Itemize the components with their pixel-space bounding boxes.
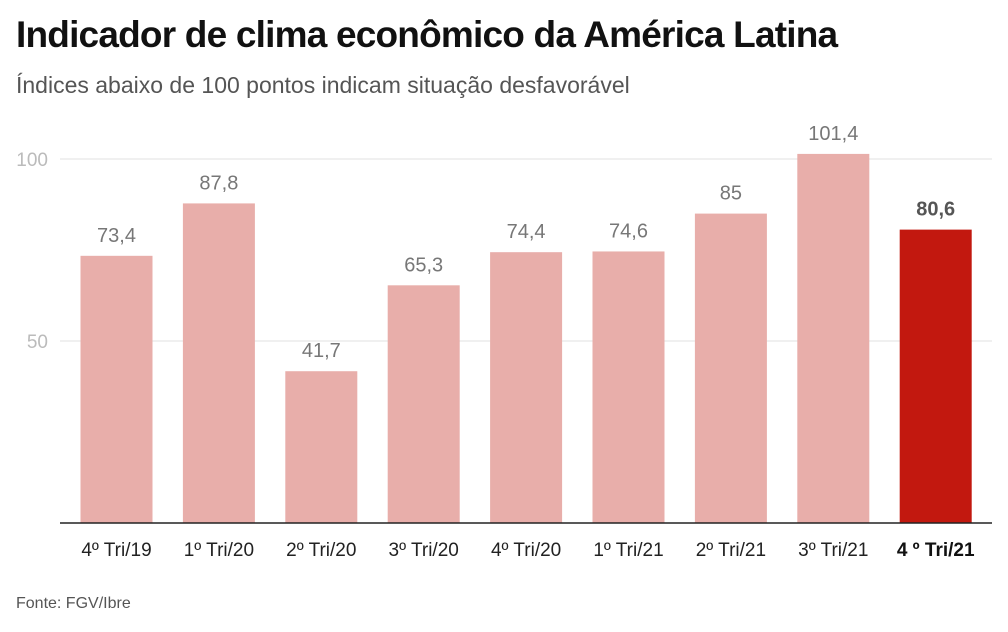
category-label-8: 4 º Tri/21 — [897, 540, 975, 561]
category-label-0: 4º Tri/19 — [81, 540, 151, 561]
chart-title: Indicador de clima econômico da América … — [16, 14, 838, 55]
bar-4 — [490, 252, 563, 523]
value-label-2: 41,7 — [302, 340, 341, 362]
value-label-4: 74,4 — [507, 221, 546, 243]
category-label-6: 2º Tri/21 — [696, 540, 766, 561]
y-tick-label-50: 50 — [27, 332, 48, 353]
bar-5 — [592, 251, 665, 523]
value-label-8: 80,6 — [916, 199, 955, 221]
bar-1 — [182, 203, 255, 523]
value-label-1: 87,8 — [199, 172, 238, 194]
value-label-6: 85 — [720, 183, 742, 205]
value-label-3: 65,3 — [404, 254, 443, 276]
bar-3 — [387, 285, 460, 523]
value-label-0: 73,4 — [97, 225, 136, 247]
category-label-1: 1º Tri/20 — [184, 540, 254, 561]
y-tick-label-100: 100 — [16, 150, 48, 171]
bar-7 — [797, 153, 870, 524]
category-label-4: 4º Tri/20 — [491, 540, 561, 561]
bar-0 — [80, 255, 153, 523]
value-label-7: 101,4 — [808, 123, 858, 145]
value-label-5: 74,6 — [609, 220, 648, 242]
chart-subtitle: Índices abaixo de 100 pontos indicam sit… — [16, 72, 630, 98]
bar-2 — [285, 371, 358, 523]
source-note: Fonte: FGV/Ibre — [16, 595, 131, 612]
category-label-3: 3º Tri/20 — [389, 540, 459, 561]
category-label-2: 2º Tri/20 — [286, 540, 356, 561]
bar-6 — [694, 213, 767, 523]
category-label-5: 1º Tri/21 — [593, 540, 663, 561]
category-label-7: 3º Tri/21 — [798, 540, 868, 561]
bar-8 — [899, 229, 972, 523]
